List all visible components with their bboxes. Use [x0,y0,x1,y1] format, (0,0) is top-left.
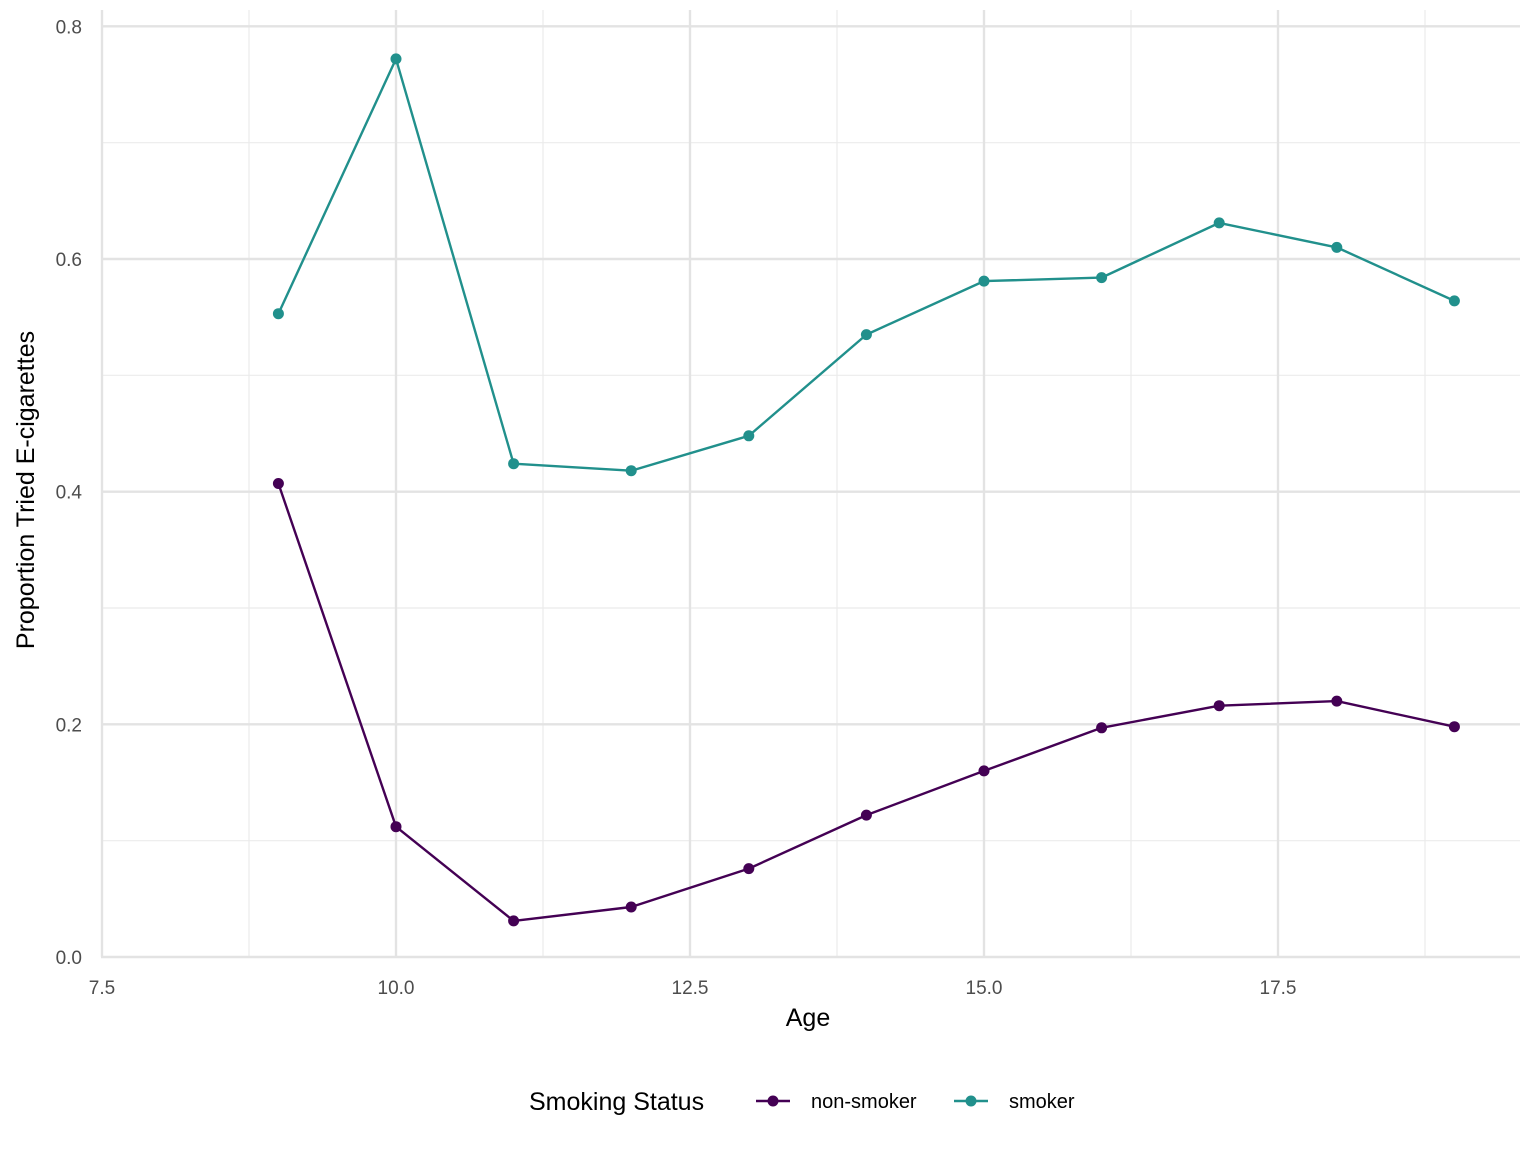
legend-title: Smoking Status [529,1088,704,1116]
data-point-non-smoker [743,863,755,875]
minor-gridlines [101,10,1520,957]
y-tick-label: 0.8 [56,17,82,38]
x-tick-label: 17.5 [1260,978,1297,999]
data-point-non-smoker [508,915,520,927]
data-point-non-smoker [1448,721,1460,733]
data-point-smoker [1213,217,1225,229]
data-point-smoker [1096,272,1108,284]
legend-key-point-smoker [965,1095,977,1107]
tick-labels: 7.5 10.0 12.5 15.0 17.5 0.0 0.2 0.4 0.6 0.8 [56,17,1297,999]
data-point-smoker [1448,295,1460,307]
legend: Smoking Status non-smoker smoker [529,1088,1075,1116]
legend-key-point-non-smoker [767,1095,779,1107]
y-tick-label: 0.2 [56,715,82,736]
y-tick-label: 0.0 [56,948,82,969]
data-point-non-smoker [625,901,637,913]
data-point-smoker [390,53,402,65]
data-point-smoker [860,329,872,341]
series-layer [272,53,1460,927]
x-tick-label: 10.0 [378,978,415,999]
data-point-smoker [978,275,990,287]
x-tick-label: 7.5 [89,978,115,999]
data-point-non-smoker [860,809,872,821]
major-gridlines [100,10,1520,959]
data-point-non-smoker [272,478,284,489]
data-point-smoker [508,458,520,470]
data-point-smoker [625,465,637,477]
data-point-smoker [272,308,284,320]
data-point-non-smoker [1213,700,1225,712]
y-tick-label: 0.4 [56,483,83,504]
data-point-smoker [743,430,755,442]
legend-label-smoker: smoker [1009,1091,1075,1113]
data-point-smoker [1331,241,1343,253]
x-tick-label: 15.0 [966,978,1003,999]
x-axis-title: Age [786,1004,830,1032]
y-tick-label: 0.6 [56,250,82,271]
x-tick-label: 12.5 [672,978,709,999]
legend-label-non-smoker: non-smoker [811,1091,917,1113]
data-point-non-smoker [1096,722,1108,734]
data-point-non-smoker [978,765,990,777]
data-point-non-smoker [1331,695,1343,707]
data-point-non-smoker [390,821,402,833]
y-axis-title: Proportion Tried E-cigarettes [12,331,40,649]
